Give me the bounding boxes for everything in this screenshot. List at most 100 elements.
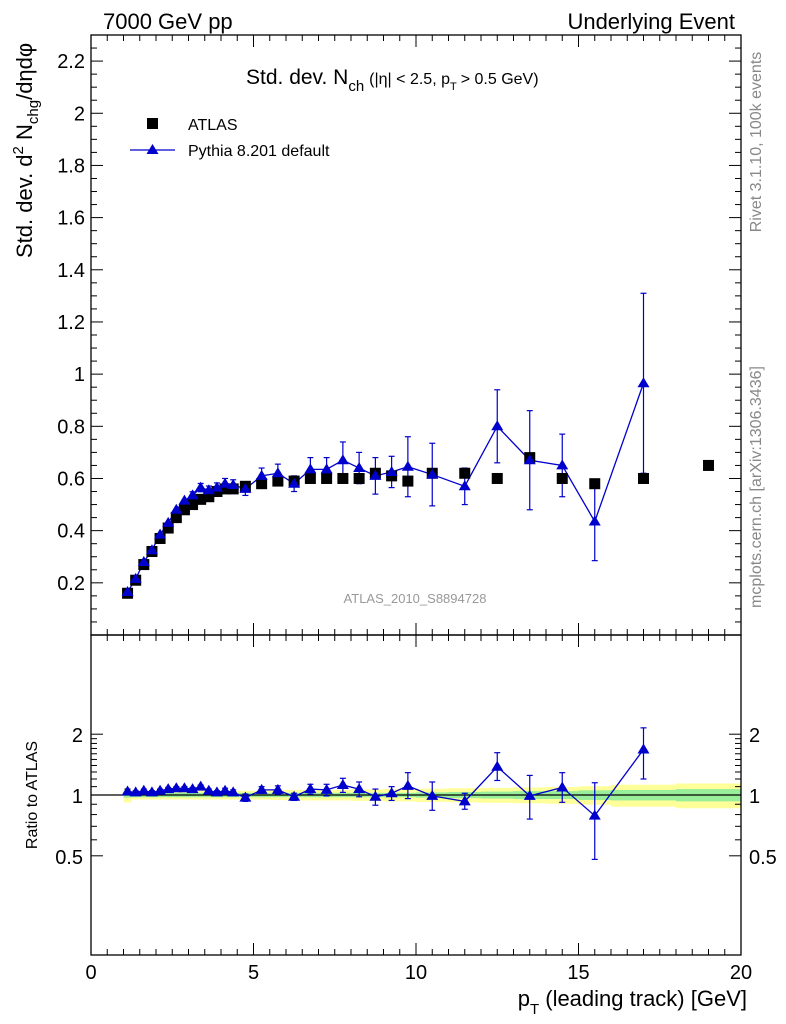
pythia-point bbox=[336, 454, 349, 465]
legend: ATLAS Pythia 8.201 default bbox=[130, 117, 330, 160]
atlas-point bbox=[187, 499, 199, 511]
x-tick-label: 5 bbox=[248, 962, 259, 984]
atlas-point bbox=[178, 504, 190, 516]
ratio-pythia-point bbox=[219, 784, 232, 795]
main-y-tick-label: 1.6 bbox=[57, 208, 85, 230]
pythia-point bbox=[178, 494, 191, 505]
ratio-pythia-point bbox=[239, 791, 252, 802]
main-title-rest: (|η| < 2.5, p bbox=[369, 71, 450, 88]
legend-atlas-label: ATLAS bbox=[188, 117, 238, 134]
main-y-tick-label: 0.4 bbox=[57, 521, 85, 543]
main-y-tick-label: 2.2 bbox=[57, 51, 85, 73]
ratio-pythia-line bbox=[127, 749, 645, 817]
main-plot: 0.2 0.4 0.6 0.8 1 1.2 1.4 1.6 1.8 2 2.2 Std. dev. … bbox=[10, 34, 742, 636]
atlas-point bbox=[459, 467, 471, 479]
atlas-point bbox=[304, 472, 316, 484]
ratio-pythia-point bbox=[637, 743, 650, 754]
pythia-point bbox=[137, 555, 150, 566]
pythia-point bbox=[202, 484, 215, 495]
rivet-label: Rivet 3.1.10, 100k events bbox=[748, 52, 765, 233]
main-title-rest-end: > 0.5 GeV) bbox=[461, 71, 539, 88]
pythia-point bbox=[186, 489, 199, 500]
x-tick-label: 15 bbox=[567, 962, 589, 984]
pythia-point bbox=[271, 467, 284, 478]
ratio-plot: 0.5 0.51 12 20 5 10 15 20 Ratio to ATLAS pT (le… bbox=[24, 634, 777, 1018]
atlas-point bbox=[337, 472, 349, 484]
main-y-label-sub: chg bbox=[25, 100, 42, 124]
ratio-pythia-point bbox=[491, 760, 504, 771]
main-title-main: Std. dev. N bbox=[246, 66, 348, 89]
x-axis-label-a: p bbox=[518, 986, 530, 1011]
main-y-label-b: N bbox=[12, 124, 37, 146]
atlas-point bbox=[638, 472, 649, 484]
pythia-point bbox=[129, 572, 142, 583]
main-y-tick-label: 1 bbox=[74, 364, 85, 386]
ratio-axis-ticks: 0.5 0.51 12 20 5 10 15 20 bbox=[55, 635, 777, 984]
main-axis-ticks: 0.2 0.4 0.6 0.8 1 1.2 1.4 1.6 1.8 2 2.2 bbox=[57, 34, 742, 636]
main-y-label: Std. dev. d2 Nchg/dηdφ bbox=[10, 43, 42, 258]
ratio-pythia-point bbox=[137, 784, 150, 795]
mcplots-label: mcplots.cern.ch [arXiv:1306.3436] bbox=[748, 366, 765, 608]
ratio-pythia-point bbox=[227, 786, 240, 797]
ratio-y-tick-label-left: 2 bbox=[72, 725, 83, 747]
x-tick-label: 20 bbox=[730, 962, 752, 984]
x-tick-label: 0 bbox=[85, 962, 96, 984]
x-axis-label-sub: T bbox=[530, 1001, 539, 1018]
ratio-y-tick-label-left: 0.5 bbox=[55, 847, 83, 869]
pythia-point bbox=[369, 469, 382, 480]
analysis-watermark: ATLAS_2010_S8894728 bbox=[344, 591, 487, 606]
pythia-point bbox=[385, 465, 398, 476]
ratio-plot-frame bbox=[90, 634, 742, 956]
main-data-marks bbox=[121, 292, 714, 599]
pythia-point bbox=[320, 463, 333, 474]
pythia-point bbox=[255, 469, 268, 480]
ratio-pythia-point bbox=[385, 787, 398, 798]
main-y-tick-label: 1.8 bbox=[57, 155, 85, 177]
pythia-point bbox=[162, 516, 175, 527]
ratio-pythia-point bbox=[556, 781, 569, 792]
pythia-point bbox=[154, 528, 167, 539]
atlas-point bbox=[170, 512, 182, 524]
main-y-label-a: Std. dev. d bbox=[12, 154, 37, 258]
pythia-point bbox=[288, 477, 301, 488]
legend-atlas-marker bbox=[147, 118, 158, 129]
pythia-point bbox=[219, 477, 232, 488]
ratio-y-tick-label-left: 1 bbox=[72, 786, 83, 808]
header-right: Underlying Event bbox=[567, 9, 735, 34]
pythia-point bbox=[194, 481, 207, 492]
x-tick-label: 10 bbox=[405, 962, 427, 984]
ratio-pythia-point bbox=[336, 779, 349, 790]
pythia-point bbox=[145, 544, 158, 555]
main-y-tick-label: 0.8 bbox=[57, 416, 85, 438]
atlas-point bbox=[321, 472, 333, 484]
atlas-point bbox=[589, 478, 601, 490]
ratio-y-tick-label-right: 1 bbox=[749, 786, 760, 808]
ratio-y-label: Ratio to ATLAS bbox=[24, 741, 41, 849]
atlas-point bbox=[491, 472, 503, 484]
main-y-tick-label: 1.4 bbox=[57, 260, 85, 282]
main-title-sub: ch bbox=[348, 78, 364, 95]
atlas-point bbox=[203, 491, 215, 503]
ratio-pythia-point bbox=[288, 790, 301, 801]
header-left: 7000 GeV pp bbox=[103, 9, 233, 34]
ratio-pythia-point bbox=[401, 779, 414, 790]
atlas-point bbox=[703, 459, 714, 471]
ratio-pythia-point bbox=[523, 789, 536, 800]
main-y-tick-label: 1.2 bbox=[57, 312, 85, 334]
pythia-point bbox=[523, 454, 536, 465]
ratio-pythia-point bbox=[458, 795, 471, 806]
ratio-pythia-point bbox=[271, 783, 284, 794]
ratio-pythia-point bbox=[255, 783, 268, 794]
ratio-pythia-point bbox=[426, 789, 439, 800]
main-y-tick-label: 0.2 bbox=[57, 573, 85, 595]
atlas-point bbox=[556, 472, 568, 484]
ratio-pythia-point bbox=[170, 782, 183, 793]
pythia-point bbox=[401, 460, 414, 471]
ratio-pythia-point bbox=[353, 783, 366, 794]
ratio-y-tick-label-right: 0.5 bbox=[749, 847, 777, 869]
pythia-point bbox=[210, 481, 223, 492]
legend-pythia-marker bbox=[146, 144, 159, 154]
pythia-point bbox=[426, 468, 439, 479]
main-title: Std. dev. Nch (|η| < 2.5, pT > 0.5 GeV) bbox=[246, 66, 539, 95]
atlas-point bbox=[219, 483, 231, 495]
